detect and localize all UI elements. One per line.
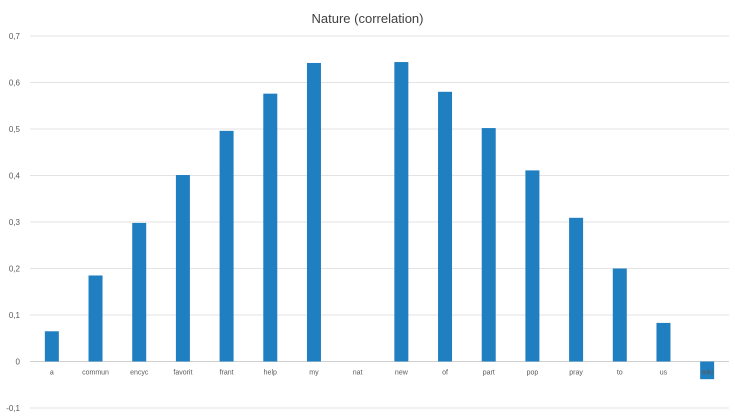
chart-title: Nature (correlation) — [311, 11, 424, 26]
bar-help — [263, 93, 278, 362]
x-tick-label: commun — [82, 370, 109, 377]
x-axis-labels: a commun encyc favorit frant help my nat new of pa… — [50, 370, 714, 377]
bar-frant — [219, 130, 234, 362]
x-tick-label: to — [617, 370, 623, 377]
bar-part — [481, 128, 496, 362]
bar-pop — [525, 170, 540, 362]
bar-new — [394, 62, 409, 362]
x-tick-label: pop — [527, 370, 539, 377]
y-axis-ticks: -0,1 0 0,1 0,2 0,3 0,4 0,5 0,6 0,7 — [6, 32, 20, 413]
x-tick-label: pray — [569, 370, 583, 377]
bar-to — [612, 268, 627, 362]
x-tick-label: help — [264, 370, 277, 377]
bar-favorit — [175, 175, 190, 362]
x-tick-label: us — [660, 370, 668, 377]
y-tick-label: 0,2 — [9, 265, 21, 274]
bar-of — [438, 91, 453, 362]
y-tick-label: 0 — [16, 358, 21, 367]
x-tick-label: encyc — [130, 370, 149, 377]
y-tick-label: 0,5 — [9, 125, 21, 134]
y-tick-label: 0,1 — [9, 311, 21, 320]
y-tick-label: 0,4 — [9, 172, 21, 181]
x-tick-label: frant — [220, 370, 234, 377]
x-tick-label: my — [309, 370, 319, 377]
bar-wiki — [700, 361, 715, 380]
bars — [44, 62, 715, 380]
y-tick-label: 0,3 — [9, 218, 21, 227]
x-tick-label: new — [395, 370, 409, 377]
y-tick-label: 0,6 — [9, 79, 21, 88]
bar-my — [306, 62, 321, 362]
bar-us — [656, 322, 671, 362]
x-tick-label: favorit — [173, 370, 192, 377]
x-tick-label: a — [50, 370, 54, 377]
bar-pray — [569, 217, 584, 362]
x-tick-label: wiki — [700, 370, 713, 377]
x-tick-label: nat — [353, 370, 363, 377]
x-tick-label: of — [442, 370, 448, 377]
bar-commun — [88, 275, 103, 362]
x-tick-label: part — [483, 370, 495, 377]
y-tick-label: 0,7 — [9, 32, 21, 41]
gridlines — [30, 35, 729, 409]
y-tick-label: -0,1 — [6, 404, 20, 413]
bar-encyc — [132, 222, 147, 362]
bar-a — [44, 331, 59, 362]
